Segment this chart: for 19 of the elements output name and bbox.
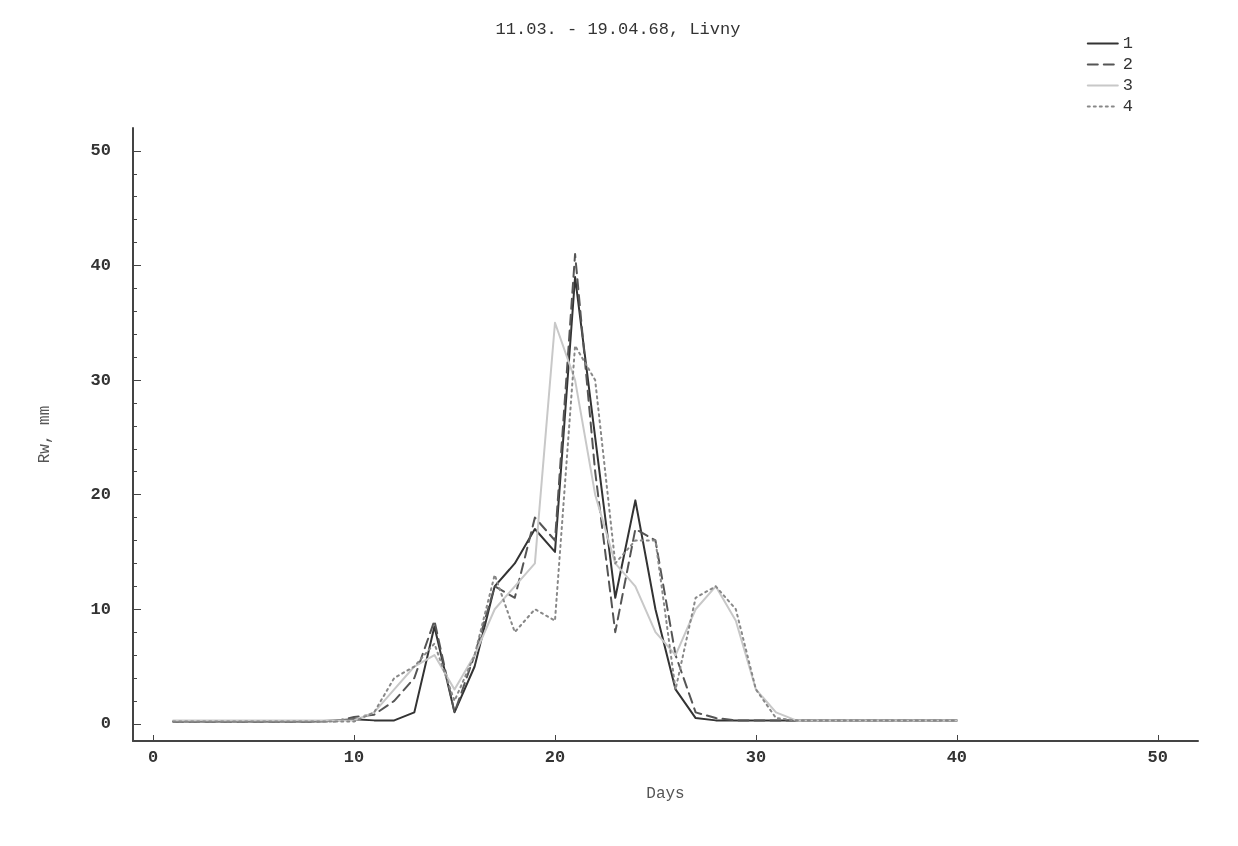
x-tick-label: 30: [745, 748, 767, 767]
x-tick-label: 0: [147, 748, 159, 767]
x-tick-label: 10: [343, 748, 365, 767]
x-tick-label: 50: [1147, 748, 1169, 767]
x-axis-title: Days: [646, 785, 685, 803]
legend-label: 1: [1122, 34, 1133, 53]
legend-label: 4: [1122, 97, 1133, 116]
y-tick-label: 10: [90, 599, 111, 619]
x-tick-label: 40: [946, 748, 968, 767]
legend-label: 3: [1122, 76, 1133, 95]
y-tick-label: 20: [90, 485, 111, 505]
y-axis-title: Rw, mm: [36, 405, 54, 464]
chart-title: 11.03. - 19.04.68, Livny: [495, 20, 741, 39]
y-tick-label: 30: [90, 370, 111, 390]
y-tick-label: 0: [100, 714, 111, 734]
y-tick-label: 50: [90, 141, 111, 161]
y-tick-label: 40: [90, 256, 111, 275]
x-tick-label: 20: [544, 748, 566, 767]
legend-label: 2: [1122, 55, 1133, 74]
